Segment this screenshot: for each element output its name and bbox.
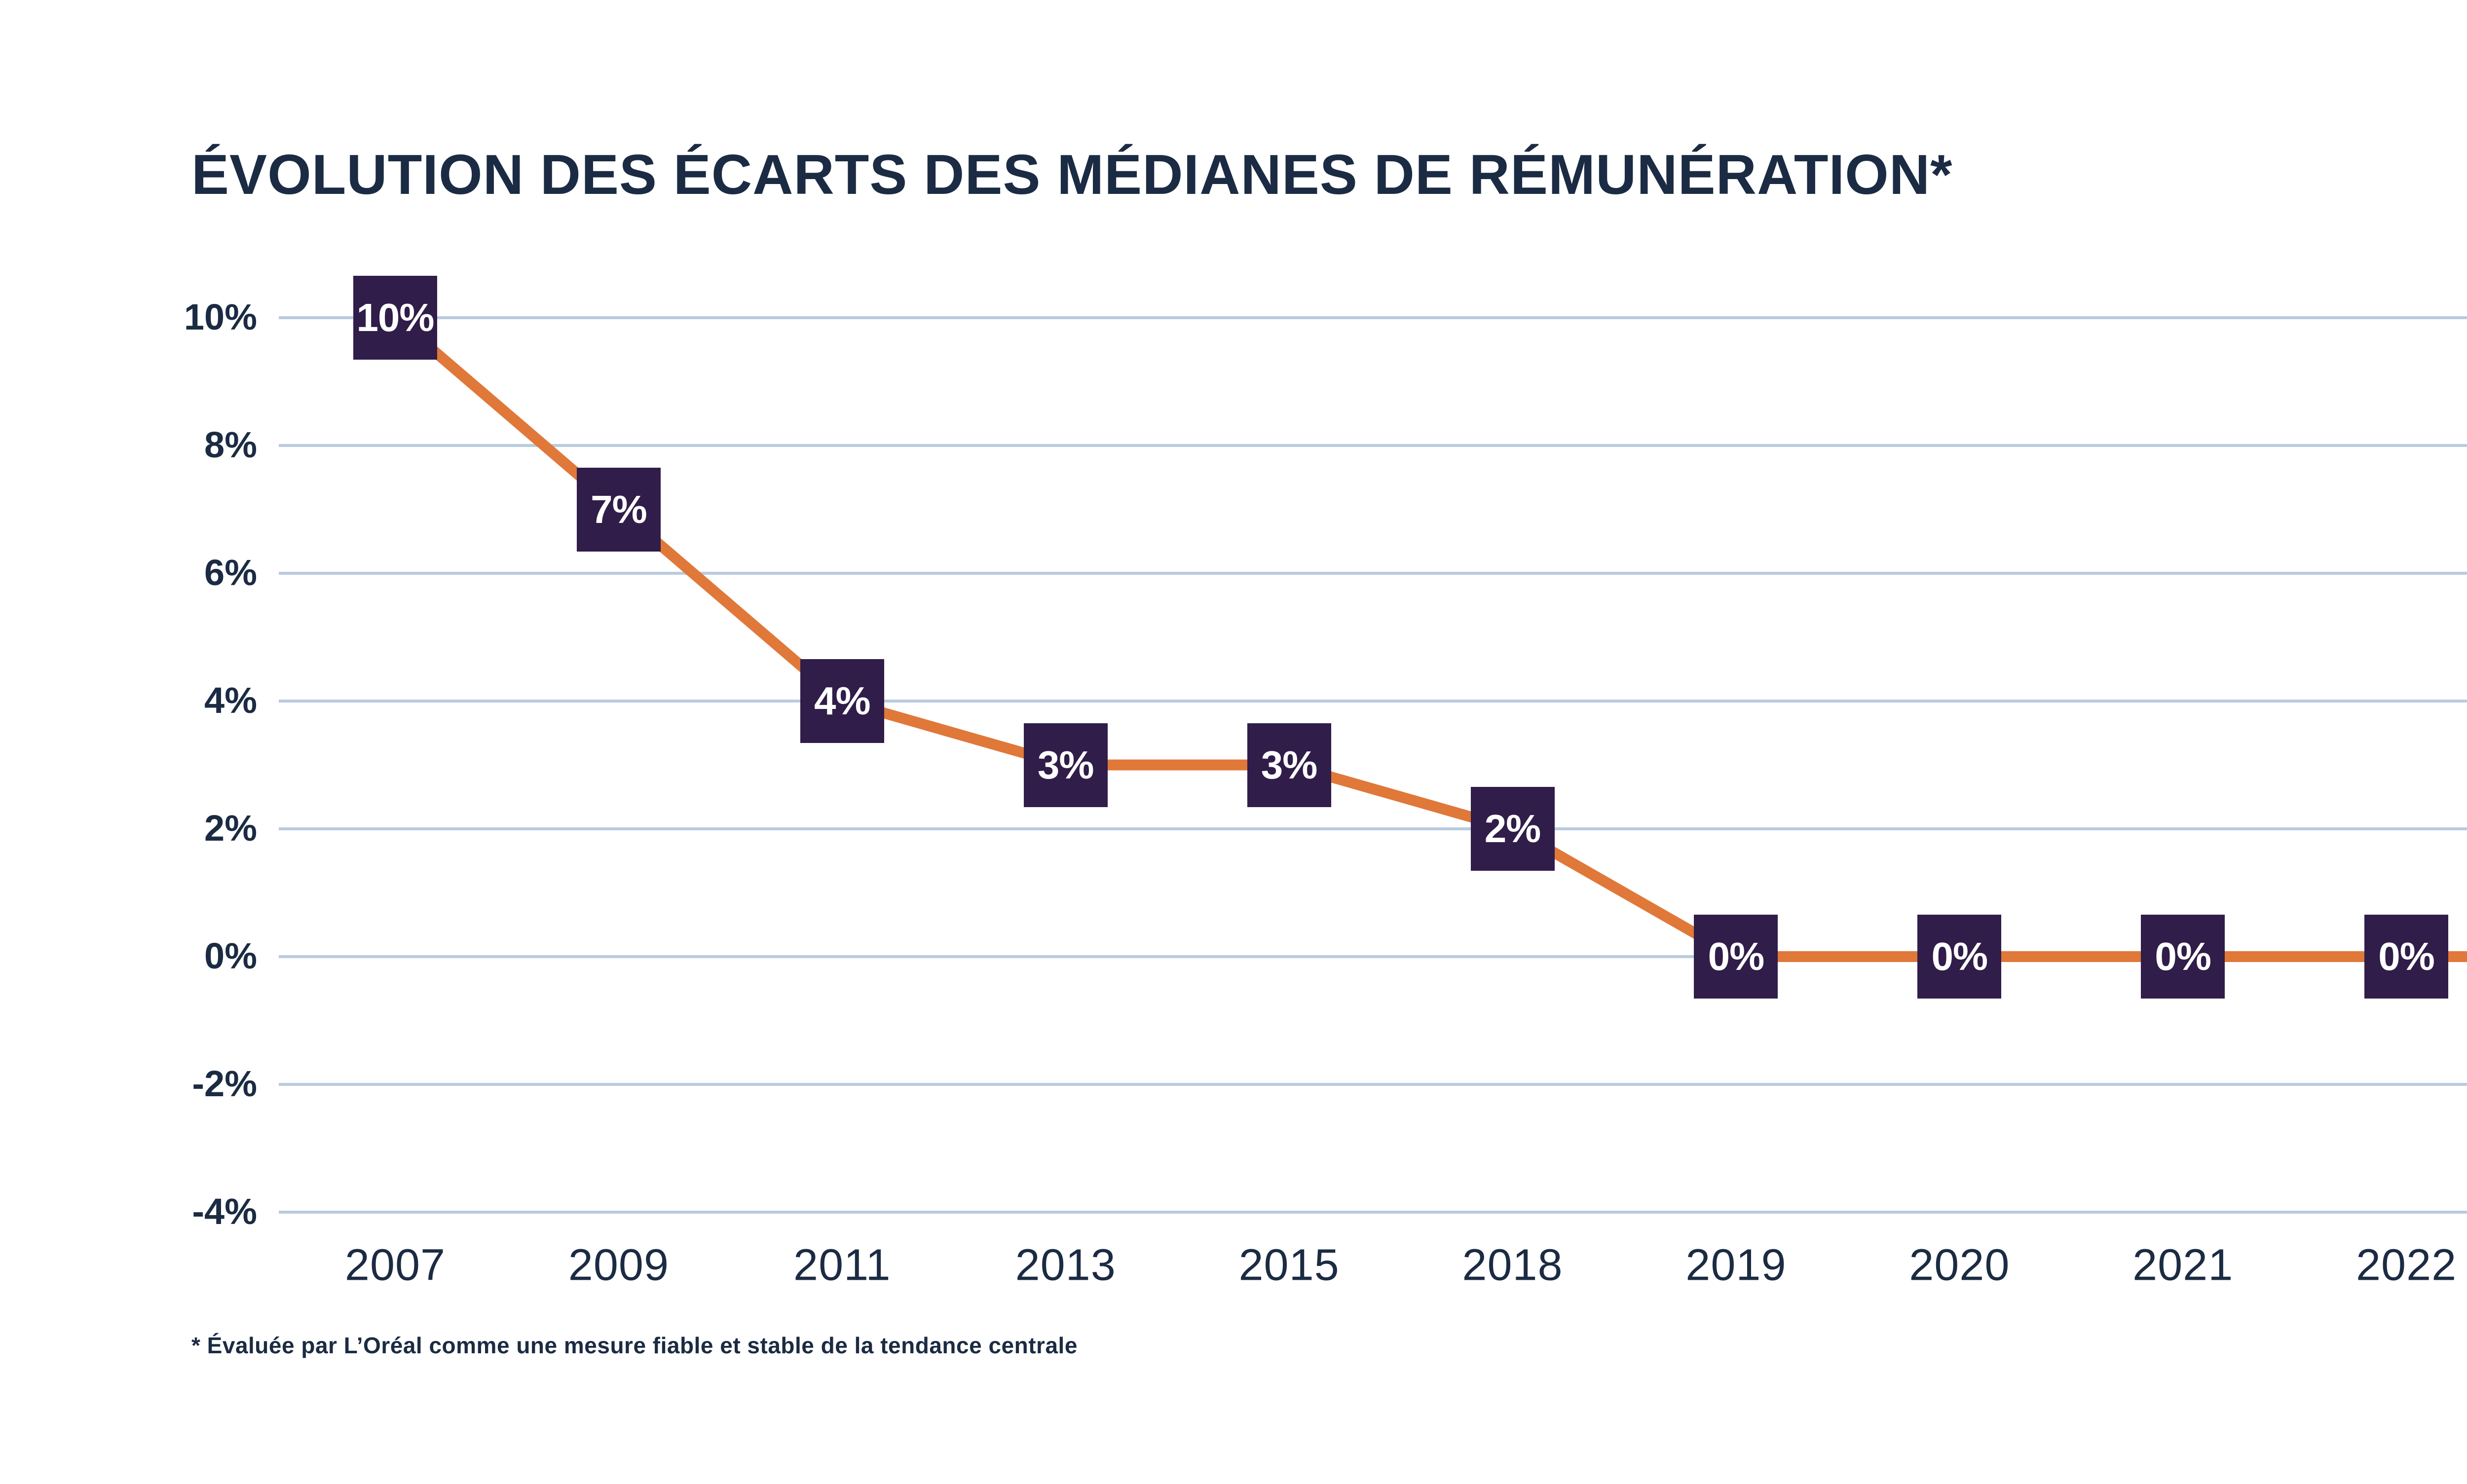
data-point-label: 10% bbox=[353, 276, 437, 360]
data-point-label: 0% bbox=[2364, 915, 2449, 999]
x-axis-tick-label: 2021 bbox=[2132, 1240, 2234, 1290]
data-point-label: 3% bbox=[1247, 723, 1331, 807]
data-point-label: 0% bbox=[1694, 915, 1778, 999]
x-axis-tick-label: 2019 bbox=[1685, 1240, 1787, 1290]
x-axis-tick-label: 2009 bbox=[568, 1240, 669, 1290]
chart-title: ÉVOLUTION DES ÉCARTS DES MÉDIANES DE RÉM… bbox=[191, 144, 1953, 206]
x-axis-tick-label: 2022 bbox=[2355, 1240, 2457, 1290]
data-point-label: 0% bbox=[1917, 915, 2002, 999]
data-point-label: 3% bbox=[1023, 723, 1108, 807]
x-axis-tick-label: 2011 bbox=[793, 1240, 891, 1290]
footnote: * Évaluée par L’Oréal comme une mesure f… bbox=[191, 1333, 1078, 1358]
data-point-label: 7% bbox=[576, 467, 661, 552]
y-axis-tick-label: 6% bbox=[204, 552, 257, 593]
y-axis-tick-label: 0% bbox=[204, 935, 257, 976]
data-point-label: 2% bbox=[1470, 787, 1555, 871]
data-point-label: 0% bbox=[2141, 915, 2225, 999]
x-axis-tick-label: 2018 bbox=[1462, 1240, 1563, 1290]
y-axis-tick-label: -4% bbox=[192, 1190, 257, 1232]
y-axis-tick-label: 10% bbox=[184, 296, 257, 337]
y-axis-tick-label: 4% bbox=[204, 679, 257, 721]
x-axis-tick-label: 2007 bbox=[344, 1240, 446, 1290]
y-axis-tick-label: 2% bbox=[204, 807, 257, 849]
trend-line bbox=[391, 313, 2467, 962]
x-axis-tick-label: 2015 bbox=[1238, 1240, 1340, 1290]
x-axis-tick-label: 2020 bbox=[1909, 1240, 2010, 1290]
data-point-label: 4% bbox=[800, 659, 884, 743]
y-axis-tick-label: 8% bbox=[204, 424, 257, 465]
x-axis-tick-label: 2013 bbox=[1015, 1240, 1116, 1290]
y-axis-tick-label: -2% bbox=[192, 1063, 257, 1104]
